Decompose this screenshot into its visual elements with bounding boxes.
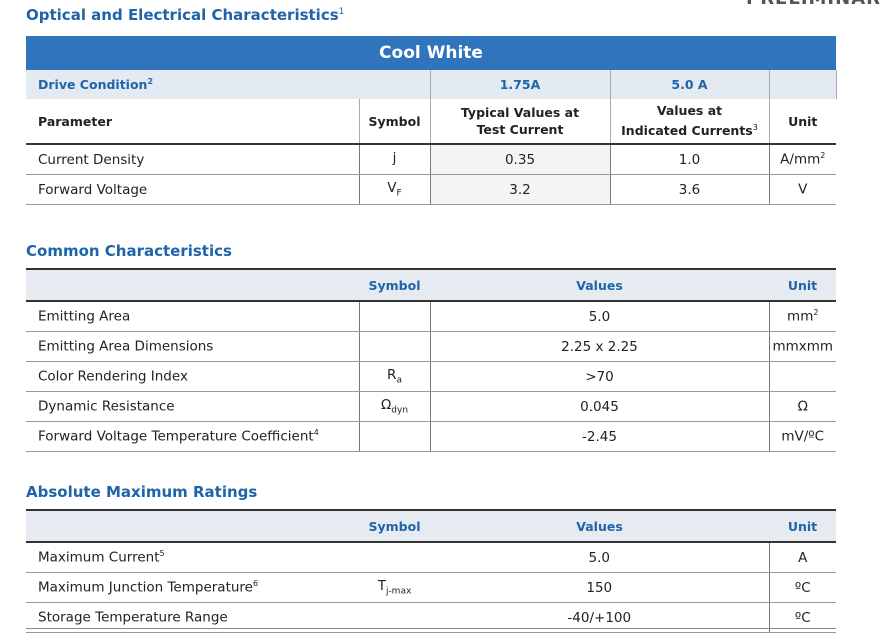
table-row: Emitting Area Dimensions 2.25 x 2.25 mmx… <box>26 331 836 362</box>
footnote-marker: 1 <box>338 7 345 17</box>
header-unit: Unit <box>769 510 836 543</box>
row-value: 2.25 x 2.25 <box>429 331 769 362</box>
table-row: Forward Voltage VF 3.2 3.6 V <box>26 174 837 205</box>
table-row: Forward Voltage Temperature Coefficient4… <box>26 421 836 452</box>
row-unit: A/mm2 <box>768 144 837 175</box>
absolute-header-row: Symbol Values Unit <box>26 510 836 543</box>
row-value: 5.0 <box>429 301 769 332</box>
header-symbol: Symbol <box>359 269 430 302</box>
row-unit: mV/ºC <box>768 421 836 452</box>
row-symbol <box>359 542 430 573</box>
row-param: Dynamic Resistance <box>26 391 359 422</box>
optical-section-title: Optical and Electrical Characteristics1 <box>26 6 345 24</box>
row-unit <box>768 361 836 392</box>
row-symbol: VF <box>358 174 430 205</box>
optical-header-row: Parameter Symbol Typical Values at Test C… <box>26 99 837 145</box>
row-param: Emitting Area Dimensions <box>26 331 359 362</box>
row-unit: Ω <box>768 391 836 422</box>
row-typical: 3.2 <box>429 174 610 205</box>
table-row: Color Rendering Index Ra >70 <box>26 361 836 392</box>
header-parameter: Parameter <box>26 99 359 145</box>
row-unit: ºC <box>768 602 836 633</box>
absolute-maximum-table: Symbol Values Unit Maximum Current5 5.0 … <box>26 509 836 633</box>
bottom-divider <box>26 628 836 629</box>
row-unit: V <box>768 174 837 205</box>
table-row: Maximum Junction Temperature6 Tj-max 150… <box>26 572 836 603</box>
common-section-title: Common Characteristics <box>26 242 232 260</box>
row-value: 1.0 <box>609 144 769 175</box>
drive-condition-row: Drive Condition2 1.75A 5.0 A <box>26 70 837 99</box>
header-values: Values at Indicated Currents3 <box>609 99 769 145</box>
product-banner: Cool White <box>26 36 837 70</box>
row-unit: ºC <box>768 572 836 603</box>
drive-value-1: 1.75A <box>429 70 611 99</box>
common-header-row: Symbol Values Unit <box>26 269 836 302</box>
header-values: Values <box>430 510 769 543</box>
table-row: Current Density j 0.35 1.0 A/mm2 <box>26 144 837 175</box>
header-values: Values <box>430 269 769 302</box>
row-unit: mm2 <box>768 301 836 332</box>
row-param: Maximum Junction Temperature6 <box>26 572 359 603</box>
row-param: Forward Voltage Temperature Coefficient4 <box>26 421 359 452</box>
table-row: Maximum Current5 5.0 A <box>26 542 836 573</box>
header-symbol: Symbol <box>358 99 430 145</box>
row-typical: 0.35 <box>429 144 610 175</box>
row-symbol <box>359 602 430 633</box>
row-symbol <box>358 421 430 452</box>
row-value: 150 <box>430 572 769 603</box>
optical-characteristics-table: Cool White Drive Condition2 1.75A 5.0 A … <box>26 36 837 205</box>
table-row: Dynamic Resistance Ωdyn 0.045 Ω <box>26 391 836 422</box>
row-value: -40/+100 <box>430 602 769 633</box>
drive-value-2: 5.0 A <box>609 70 770 99</box>
header-typical: Typical Values at Test Current <box>429 99 610 145</box>
drive-condition-label: Drive Condition2 <box>26 70 431 99</box>
row-value: -2.45 <box>429 421 769 452</box>
row-param: Maximum Current5 <box>26 542 359 573</box>
row-value: 5.0 <box>430 542 769 573</box>
header-unit: Unit <box>768 99 837 145</box>
row-value: 3.6 <box>609 174 769 205</box>
row-symbol: j <box>358 144 430 175</box>
row-symbol <box>358 301 430 332</box>
row-unit: mmxmm <box>768 331 836 362</box>
row-symbol <box>358 331 430 362</box>
row-unit: A <box>768 542 836 573</box>
header-unit: Unit <box>769 269 836 302</box>
row-value: >70 <box>429 361 769 392</box>
row-param: Storage Temperature Range <box>26 602 359 633</box>
row-symbol: Ωdyn <box>358 391 430 422</box>
row-value: 0.045 <box>429 391 769 422</box>
preliminary-mark: PRELIMINARY <box>746 0 881 9</box>
absolute-section-title: Absolute Maximum Ratings <box>26 483 258 501</box>
table-row: Emitting Area 5.0 mm2 <box>26 301 836 332</box>
common-characteristics-table: Symbol Values Unit Emitting Area 5.0 mm2… <box>26 268 836 452</box>
row-param: Current Density <box>26 144 359 175</box>
row-param: Color Rendering Index <box>26 361 359 392</box>
row-symbol: Ra <box>358 361 430 392</box>
row-param: Emitting Area <box>26 301 359 332</box>
row-param: Forward Voltage <box>26 174 359 205</box>
header-symbol: Symbol <box>359 510 430 543</box>
row-symbol: Tj-max <box>359 572 430 603</box>
table-row: Storage Temperature Range -40/+100 ºC <box>26 602 836 633</box>
